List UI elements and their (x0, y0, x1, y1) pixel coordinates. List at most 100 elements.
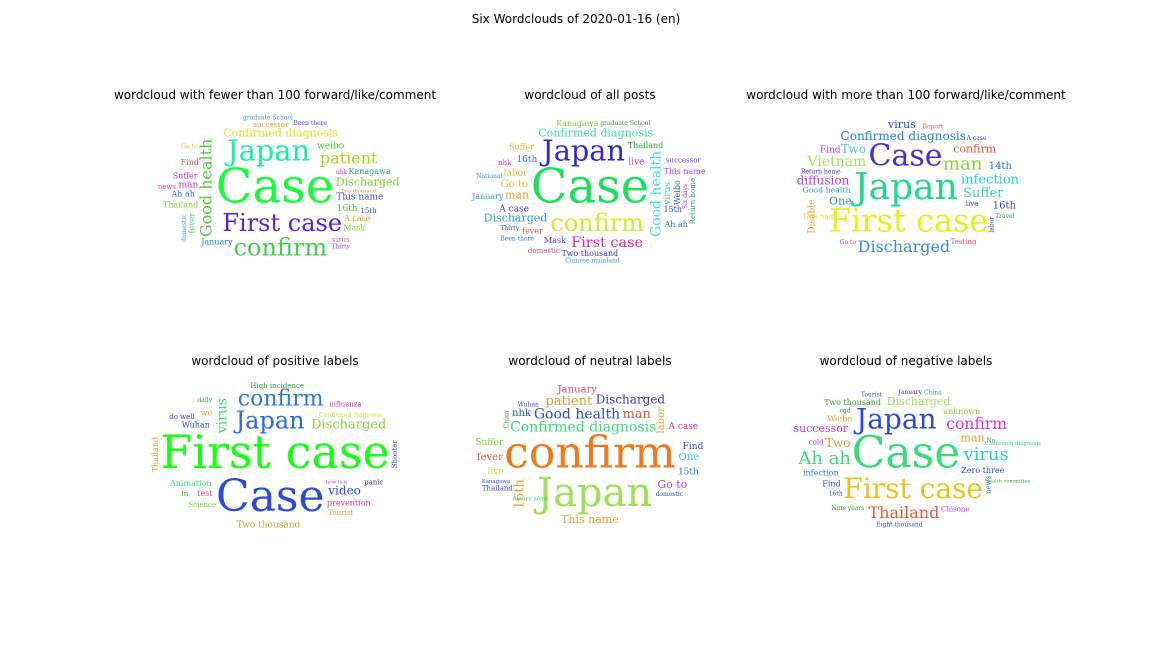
word-case: Case (216, 471, 325, 522)
word-man: man (505, 189, 529, 202)
word-been-there: Been there (500, 235, 534, 242)
word-case: Case (852, 428, 961, 479)
word-do-well: do well (169, 413, 195, 421)
word-suffer: Suffer (173, 171, 198, 180)
word-discharged: Discharged (858, 237, 951, 256)
word-return-home: Return home (801, 169, 841, 176)
word-two-thousand: Two thousand (824, 398, 881, 407)
panel-title-all-posts: wordcloud of all posts (524, 88, 656, 102)
word-confirm: confirm (946, 415, 1007, 433)
word-case: Case (531, 159, 649, 215)
word-thailand: Thailand (151, 437, 160, 472)
word-man: man (622, 407, 651, 422)
word-two: Two (825, 436, 850, 450)
word-japan: Japan (224, 134, 310, 168)
word-find: Find (181, 158, 199, 167)
word-virus: virus (962, 444, 1008, 465)
word-chisone: Chisone (941, 506, 970, 514)
word-confirmed-diagnosis: Confirmed diagnosis (510, 420, 656, 436)
word-confirm: confirm (234, 233, 328, 261)
word-news: news (158, 183, 177, 191)
word-confirm: confirm (953, 142, 996, 155)
word-case: Case (869, 139, 943, 174)
word-travel: Travel (995, 213, 1014, 220)
word-cold: cold (809, 438, 824, 446)
word-january: January (200, 237, 233, 246)
word-vietnam: Vietnam (806, 154, 866, 170)
word-two: Two (841, 142, 866, 156)
word-weibo: weibo (317, 142, 344, 152)
word-nhk: nhk (512, 408, 532, 419)
word-prevention: prevention (327, 499, 371, 508)
word-thailand: Thailand (482, 484, 514, 492)
word-16th: 16th (512, 479, 527, 510)
word-go-to: Go to (657, 478, 687, 491)
word-nhk: nhk (336, 169, 348, 176)
word-successor: successor (666, 157, 701, 165)
word-japan: Japan (533, 470, 652, 516)
word-confirmed-diagnosis: Confirmed diagnosis (538, 127, 653, 140)
word-discharged: Discharged (336, 176, 400, 189)
word-chinese-mainland: Chinese mainland (565, 258, 620, 265)
word-discharged: Discharged (596, 393, 666, 407)
word-health-committee: Health committee (985, 478, 1031, 484)
word-thailand: Thailand (163, 200, 198, 209)
word-january: January (557, 384, 598, 395)
word-nine-years: Nine years (831, 505, 864, 512)
word-fever: fever (522, 227, 543, 236)
word-first-case: First case (571, 235, 643, 251)
word-16th: 16th (993, 201, 1017, 212)
word-tourist: Tourist (861, 392, 883, 399)
word-patient: patient (320, 149, 378, 168)
word-good-health: Good health (197, 139, 216, 238)
word-successor: successor (253, 121, 288, 129)
word-domestic: domestic (181, 214, 188, 242)
word-two-thousand: Two thousand (562, 249, 619, 258)
word-confirmed-diagnosis: Confirmed diagnosis (223, 127, 338, 140)
word-virus: virus (331, 236, 350, 244)
word-find: Find (820, 146, 841, 156)
word-zero-three: Zero three (961, 466, 1004, 475)
word-confirmed-diagnosis: Confirmed diagnosis (985, 441, 1042, 447)
word-eight-thousand: Eight thousand (876, 522, 923, 529)
word-16th: 16th (337, 204, 358, 214)
word-a-case: A case (668, 422, 699, 432)
word-first-case: First case (829, 202, 989, 240)
word-daily: daily (197, 397, 212, 404)
word-good-health: Good health (649, 151, 665, 237)
word-thailand: Thailand (628, 141, 663, 150)
word-first-case: First case (160, 425, 389, 479)
word-diffusion: diffusion (797, 173, 850, 187)
word-man: man (961, 432, 985, 445)
word-shooter: Shooter (391, 440, 399, 469)
word-two-thousand: Two thousand (236, 521, 300, 531)
word-discharged: Discharged (484, 211, 548, 224)
word-science: Science (188, 501, 216, 509)
word-graduate-school: graduate School (600, 120, 650, 127)
word-suffer: Suffer (509, 142, 534, 151)
word-japan: Japan (539, 134, 625, 168)
word-go-to: Go to (181, 144, 198, 151)
word-patient: patient (546, 394, 594, 409)
word-live: live (488, 467, 504, 477)
word-video: video (327, 484, 361, 498)
word-test: test (197, 489, 213, 498)
word-good-health: Good health (534, 406, 620, 422)
word-testing: Testing (951, 238, 977, 246)
word-first-case: First case (843, 472, 983, 505)
word-thailand: Thailand (868, 503, 939, 522)
word-panic: panic (364, 478, 383, 486)
word-ah-ah: Ah ah (663, 220, 687, 229)
word-we: we (201, 408, 213, 417)
word-ah-ah: Ah ah (797, 448, 851, 469)
word-discharged: Discharged (887, 395, 951, 408)
word-infection: infection (961, 173, 1020, 188)
word-return-home: Return home (513, 497, 549, 503)
word-china: China (924, 390, 942, 397)
word-tourist: Tourist (328, 509, 353, 517)
word-japan: Japan (853, 402, 937, 435)
word-been-there: Been there (294, 120, 328, 127)
